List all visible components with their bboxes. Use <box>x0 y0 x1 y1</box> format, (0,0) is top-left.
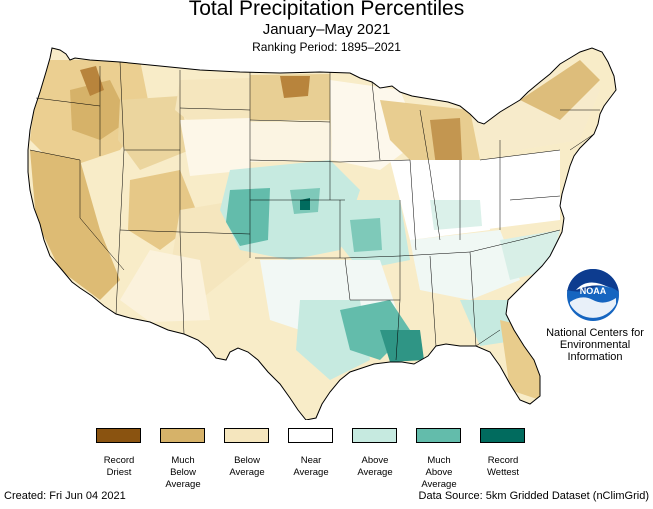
noaa-logo-text: NOAA <box>580 286 607 296</box>
created-date: Created: Fri Jun 04 2021 <box>4 490 126 502</box>
precipitation-map <box>27 47 617 420</box>
legend-swatch-above <box>352 428 397 443</box>
legend-swatch-record-wettest <box>480 428 525 443</box>
map-title: Total Precipitation Percentiles <box>188 0 465 20</box>
legend-label-below: Below Average <box>229 455 265 478</box>
legend-swatch-record-driest <box>96 428 141 443</box>
legend-swatch-near <box>288 428 333 443</box>
ranking-period: Ranking Period: 1895–2021 <box>252 40 401 54</box>
legend-label-above: Above Average <box>357 455 393 478</box>
legend-swatch-below <box>224 428 269 443</box>
legend-label-much-above: Much Above Average <box>421 455 457 490</box>
noaa-logo: NOAA <box>567 269 619 321</box>
legend-swatch-much-below <box>160 428 205 443</box>
legend-label-record-wettest: Record Wettest <box>486 455 520 478</box>
legend-label-near: Near Average <box>293 455 329 478</box>
legend-label-much-below: Much Below Average <box>165 455 201 490</box>
data-source: Data Source: 5km Gridded Dataset (nClimG… <box>418 490 649 502</box>
map-subtitle: January–May 2021 <box>262 21 391 38</box>
legend-label-record-driest: Record Driest <box>103 455 135 478</box>
org-name: National Centers for Environmental Infor… <box>546 327 644 363</box>
legend-swatch-much-above <box>416 428 461 443</box>
